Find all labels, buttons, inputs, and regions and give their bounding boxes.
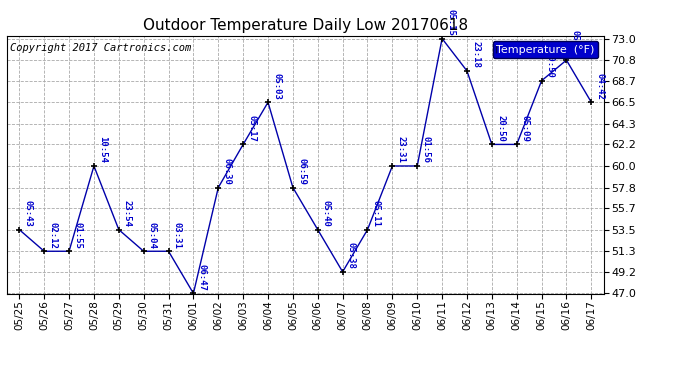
Text: 23:54: 23:54: [123, 200, 132, 227]
Text: 05:03: 05:03: [272, 73, 282, 99]
Text: 06:47: 06:47: [197, 264, 206, 291]
Text: 06:59: 06:59: [297, 158, 306, 185]
Text: 01:56: 01:56: [422, 136, 431, 163]
Text: 02:12: 02:12: [48, 222, 57, 249]
Text: 05:15: 05:15: [446, 9, 455, 36]
Text: 03:31: 03:31: [172, 222, 181, 249]
Text: 23:18: 23:18: [471, 41, 480, 68]
Text: Copyright 2017 Cartronics.com: Copyright 2017 Cartronics.com: [10, 44, 191, 53]
Text: 01:55: 01:55: [73, 222, 82, 249]
Legend: Temperature  (°F): Temperature (°F): [493, 41, 598, 58]
Text: 20:50: 20:50: [546, 51, 555, 78]
Title: Outdoor Temperature Daily Low 20170618: Outdoor Temperature Daily Low 20170618: [143, 18, 468, 33]
Text: 06:30: 06:30: [222, 158, 231, 185]
Text: 05:14: 05:14: [571, 30, 580, 57]
Text: 05:40: 05:40: [322, 200, 331, 227]
Text: 10:54: 10:54: [98, 136, 107, 163]
Text: 05:17: 05:17: [247, 115, 256, 142]
Text: 05:38: 05:38: [347, 242, 356, 269]
Text: 05:09: 05:09: [521, 115, 530, 142]
Text: 05:11: 05:11: [372, 200, 381, 227]
Text: 23:31: 23:31: [397, 136, 406, 163]
Text: 20:50: 20:50: [496, 115, 505, 142]
Text: 05:04: 05:04: [148, 222, 157, 249]
Text: 04:42: 04:42: [595, 73, 604, 99]
Text: 05:43: 05:43: [23, 200, 32, 227]
